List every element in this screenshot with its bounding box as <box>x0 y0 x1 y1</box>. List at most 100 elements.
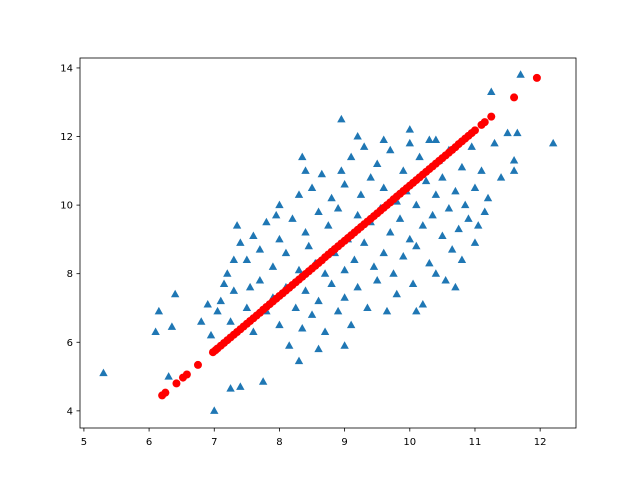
triangle-point <box>464 214 473 222</box>
triangle-point <box>304 241 313 250</box>
circle-point <box>363 217 372 226</box>
circle-point <box>193 360 202 369</box>
triangle-point <box>229 286 239 294</box>
circle-point <box>532 73 541 82</box>
triangle-point <box>245 282 255 291</box>
triangle-point <box>275 234 284 243</box>
triangle-point <box>373 276 382 284</box>
triangle-point <box>337 166 346 174</box>
circle-point <box>510 93 519 102</box>
triangle-point <box>167 322 177 330</box>
triangle-point <box>457 162 467 171</box>
triangle-point <box>379 135 388 143</box>
circle-point <box>246 317 255 326</box>
x-tick-label: 9 <box>341 437 347 448</box>
circle-point <box>220 338 229 347</box>
circle-point <box>172 379 181 388</box>
triangle-point <box>451 186 460 195</box>
triangle-point <box>373 159 382 167</box>
circle-point <box>298 272 307 281</box>
circle-point <box>350 228 359 237</box>
triangle-point <box>255 245 265 253</box>
triangle-point <box>425 135 434 143</box>
triangle-point <box>229 255 239 263</box>
triangle-point <box>444 204 454 212</box>
triangle-point <box>548 138 558 147</box>
triangle-point <box>405 138 414 147</box>
triangle-point <box>340 180 349 188</box>
triangle-point <box>206 330 216 339</box>
circle-point <box>415 173 424 182</box>
triangle-point <box>513 128 522 137</box>
triangle-point <box>366 173 375 181</box>
triangle-point <box>249 231 258 239</box>
triangle-point <box>301 228 310 236</box>
y-tick-label: 8 <box>67 269 73 280</box>
triangle-point <box>346 320 356 329</box>
circle-point <box>454 140 463 149</box>
triangle-point <box>356 190 366 198</box>
triangle-point <box>258 377 268 385</box>
triangle-point <box>307 310 317 318</box>
triangle-point <box>353 132 362 140</box>
circle-point <box>435 156 444 165</box>
circle-point <box>259 305 268 314</box>
plot-area <box>99 70 558 414</box>
triangle-point <box>483 193 493 202</box>
triangle-point <box>382 306 392 315</box>
triangle-point <box>447 245 457 253</box>
triangle-point <box>353 210 362 219</box>
triangle-point <box>386 228 395 236</box>
triangle-point <box>392 289 401 298</box>
triangle-point <box>285 341 294 349</box>
triangle-point <box>268 262 278 270</box>
triangle-point <box>474 221 483 229</box>
triangle-point <box>454 224 463 233</box>
triangle-point <box>242 303 252 311</box>
triangle-point <box>320 327 330 335</box>
triangle-point <box>317 169 327 178</box>
triangle-point <box>405 125 414 133</box>
triangle-point <box>369 262 379 270</box>
triangle-point <box>219 279 229 287</box>
circle-point <box>409 178 418 187</box>
x-tick-label: 10 <box>403 437 416 448</box>
triangle-point <box>425 258 434 267</box>
triangle-point <box>333 306 343 315</box>
circle-point <box>487 112 496 121</box>
triangle-point <box>509 156 519 164</box>
circle-point <box>161 388 170 397</box>
triangle-point <box>294 265 304 274</box>
triangle-point <box>223 269 232 277</box>
triangle-point <box>275 320 284 329</box>
triangle-point <box>291 303 300 311</box>
triangle-point <box>412 200 421 209</box>
triangle-point <box>467 142 476 150</box>
triangle-point <box>457 255 467 263</box>
circle-point <box>291 278 300 287</box>
x-tick-label: 8 <box>276 437 282 448</box>
x-tick-label: 7 <box>211 437 217 448</box>
y-tick-label: 12 <box>60 132 73 143</box>
triangle-point <box>275 200 284 209</box>
triangle-point <box>271 210 281 219</box>
triangle-point <box>490 138 499 147</box>
triangle-point <box>226 384 235 392</box>
circle-point <box>278 289 287 298</box>
triangle-point <box>418 300 428 308</box>
triangle-point <box>327 193 336 202</box>
circle-point <box>376 206 385 215</box>
triangle-point <box>451 282 460 291</box>
triangle-point <box>281 248 291 257</box>
triangle-point <box>421 176 431 185</box>
triangle-point <box>496 173 506 181</box>
triangle-point <box>236 382 245 390</box>
circle-point <box>324 250 333 259</box>
circle-point <box>239 322 248 331</box>
triangle-point <box>412 241 421 250</box>
triangle-point <box>470 238 480 246</box>
circle-point <box>428 162 437 171</box>
triangle-point <box>379 248 388 257</box>
